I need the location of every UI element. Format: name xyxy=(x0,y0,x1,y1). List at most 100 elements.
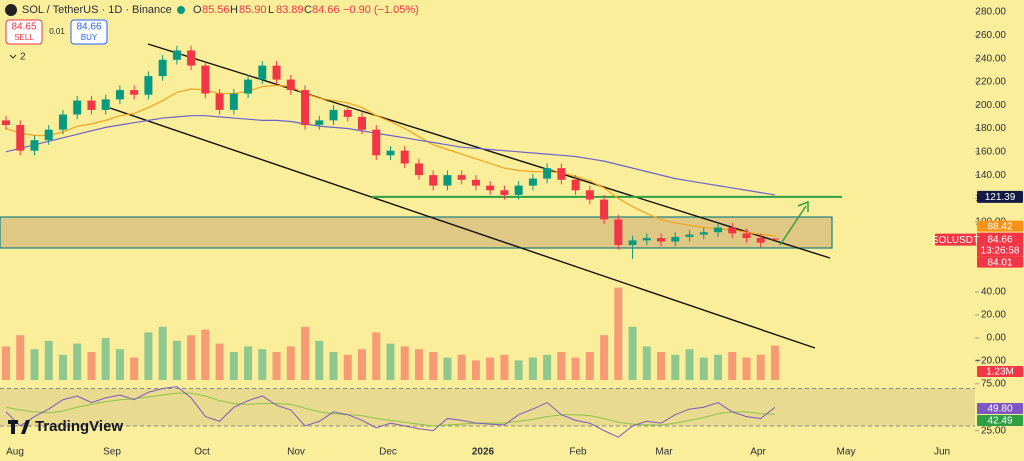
volume-bar xyxy=(343,354,352,380)
last-price-bg xyxy=(977,232,1023,257)
rsi-ma-label: 42.49 xyxy=(987,416,1012,427)
volume-bar xyxy=(144,332,153,380)
y-tick-label: 160.00 xyxy=(975,146,1006,157)
y-tick-label: 260.00 xyxy=(975,30,1006,41)
candle-body xyxy=(115,90,124,100)
sell-price[interactable]: 84.65 xyxy=(11,22,36,33)
candle-body xyxy=(144,76,153,95)
candle-body xyxy=(728,227,737,234)
logo-mark xyxy=(8,420,30,434)
candle-body xyxy=(158,59,167,77)
volume-bar xyxy=(130,357,139,380)
upper-label: 88.42 xyxy=(987,221,1012,232)
y-tick-label: 280.00 xyxy=(975,7,1006,18)
candle-body xyxy=(699,232,708,235)
volume-bar xyxy=(16,335,25,380)
y-tick-label: 140.00 xyxy=(975,170,1006,181)
zone-box xyxy=(0,216,833,249)
volume-label: 1.23M xyxy=(986,367,1014,378)
candle-body xyxy=(614,219,623,246)
volume-bar xyxy=(115,349,124,380)
buy-button[interactable] xyxy=(70,19,108,45)
volume-bar xyxy=(486,357,495,380)
y-tick-label: 0.00 xyxy=(987,333,1007,344)
collapse-icon[interactable] xyxy=(9,54,17,59)
candle-body xyxy=(642,238,651,241)
candle-body xyxy=(130,90,139,95)
candle-body xyxy=(16,125,25,151)
x-tick-label: Oct xyxy=(194,447,210,458)
volume-bar xyxy=(457,354,466,380)
candle-body xyxy=(258,65,267,80)
volume-bar xyxy=(671,354,680,380)
volume-bar xyxy=(329,352,338,380)
logo-text: TradingView xyxy=(35,418,123,435)
ohlc-key: H xyxy=(230,4,238,16)
plot xyxy=(0,45,975,438)
volume-bar xyxy=(301,326,310,380)
sell-button[interactable] xyxy=(5,19,43,45)
volume-bar xyxy=(101,338,110,380)
upper-label-bg xyxy=(977,220,1023,232)
volume-bar xyxy=(315,340,324,380)
candle-body xyxy=(756,238,765,243)
buy-price[interactable]: 84.66 xyxy=(76,22,101,33)
volume-bar xyxy=(585,352,594,380)
lower-label-bg xyxy=(977,256,1023,268)
candle-body xyxy=(172,50,181,60)
volume-bar xyxy=(187,335,196,380)
volume-bar xyxy=(728,352,737,380)
x-tick-label: Dec xyxy=(379,447,397,458)
axis-labels: 280.00260.00240.00220.00200.00180.00160.… xyxy=(6,7,1023,458)
ohlc-value: 85.56 xyxy=(202,4,230,16)
volume-bar xyxy=(714,354,722,380)
candle-body xyxy=(329,109,338,121)
candle-body xyxy=(87,100,96,110)
rsi-label-bg xyxy=(977,403,1023,414)
buy-label[interactable]: BUY xyxy=(81,33,98,42)
volume-bar xyxy=(628,326,637,380)
y-tick-label: 200.00 xyxy=(975,100,1006,111)
candle-body xyxy=(457,175,466,180)
candle-body xyxy=(2,120,10,126)
volume-bar xyxy=(244,346,253,380)
candle-body xyxy=(30,140,39,151)
volume-bar xyxy=(571,357,580,380)
candle-body xyxy=(443,175,452,186)
drawings xyxy=(0,43,833,349)
candle-body xyxy=(187,50,196,66)
volume-bar xyxy=(87,352,96,380)
header: SOL / TetherUS · 1D · Binance O 85.56 H … xyxy=(5,4,419,435)
candle-body xyxy=(685,234,694,237)
symbol: SOL / TetherUS · 1D · Binance xyxy=(22,4,172,16)
volume-bar xyxy=(400,346,409,380)
volume-bar xyxy=(514,360,523,380)
sell-label[interactable]: SELL xyxy=(14,33,34,42)
candle-body xyxy=(272,65,281,80)
volume-bar xyxy=(58,354,67,380)
y-tick-label: 220.00 xyxy=(975,77,1006,88)
candle-body xyxy=(742,233,751,239)
candle-body xyxy=(286,79,295,91)
candle-body xyxy=(400,150,409,164)
candle-body xyxy=(600,199,609,220)
ohlc-value: 85.90 xyxy=(239,4,267,16)
volume-bar xyxy=(73,343,82,380)
candle-body xyxy=(244,79,253,94)
volume-bar xyxy=(172,340,181,380)
volume-bar xyxy=(158,326,167,380)
y-tick-label: 240.00 xyxy=(975,53,1006,64)
indicator-count[interactable]: 2 xyxy=(20,52,26,63)
candle-body xyxy=(201,65,210,94)
volume-bar xyxy=(657,352,666,380)
y-tick-label: 75.00 xyxy=(981,378,1006,389)
candle-body xyxy=(101,99,110,110)
candle-body xyxy=(571,179,580,191)
rsi-ma xyxy=(5,392,775,427)
volume-bar xyxy=(258,349,267,380)
volume-bar xyxy=(699,357,708,380)
x-tick-label: Mar xyxy=(655,447,673,458)
x-tick-label: Nov xyxy=(287,447,305,458)
rsi-label: 49.80 xyxy=(987,404,1012,415)
